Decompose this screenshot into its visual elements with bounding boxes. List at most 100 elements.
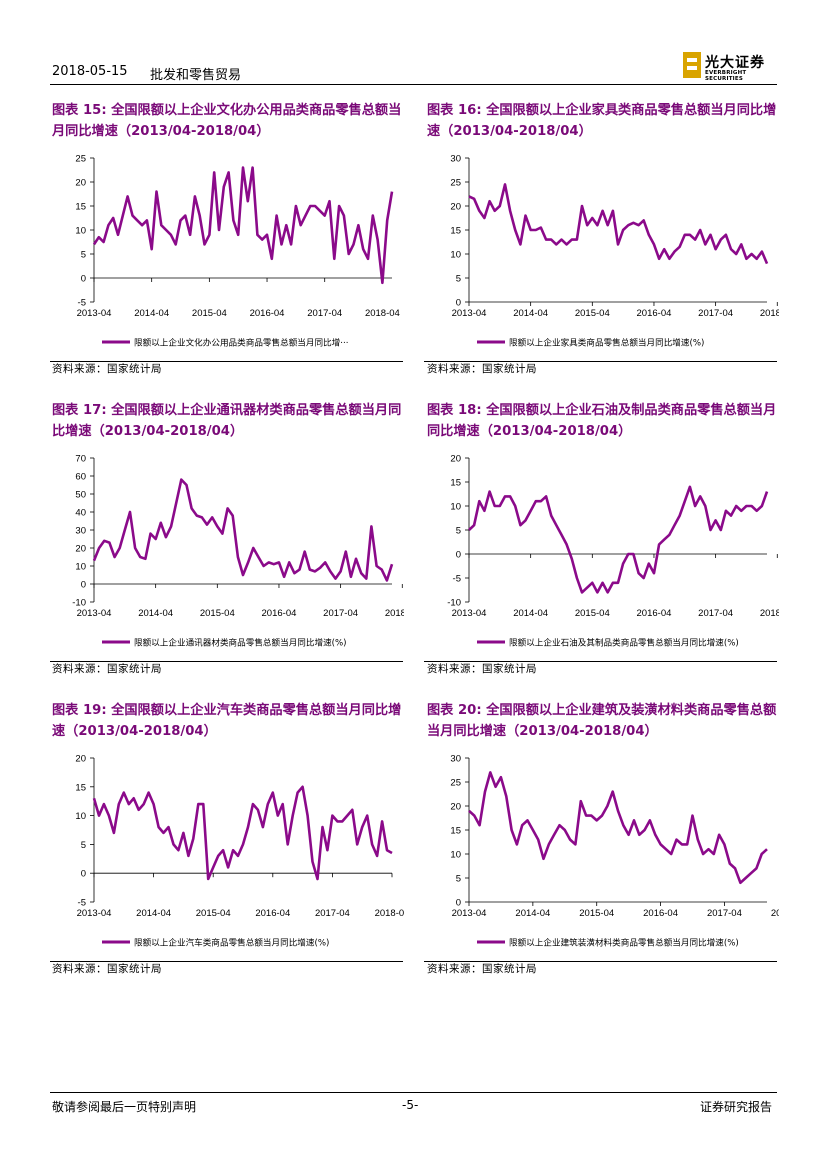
y-tick-label: 0 [456,298,461,309]
x-tick-label: 2018-04 [760,308,779,319]
legend-label: 限额以上企业汽车类商品零售总额当月同比增速(%) [134,937,329,949]
y-tick-label: 50 [75,490,86,501]
y-tick-label: 30 [450,754,461,765]
x-tick-label: 2015-04 [192,308,227,319]
y-tick-label: 25 [450,178,461,189]
x-tick-label: 2018-04 [385,608,404,619]
chart-figure-18: -10 -5 0 5 10 15 20 2013-04 2014-04 2015-04 2016-0… [427,450,779,655]
source-divider [50,961,403,962]
figure-title: 图表 19: 全国限额以上企业汽车类商品零售总额当月同比增速（2013/04-2… [52,703,402,739]
y-tick-label: 30 [450,154,461,165]
y-tick-label: 5 [456,526,461,537]
x-tick-label: 2015-04 [579,908,614,919]
y-tick-label: 20 [450,454,461,465]
footer-doc-type: 证券研究报告 [700,1100,773,1114]
y-tick-label: 0 [456,898,461,909]
y-tick-label: 20 [75,544,86,555]
y-tick-label: 15 [75,782,86,793]
logo-english-name: EVERBRIGHT SECURITIES [705,70,747,82]
y-tick-label: 60 [75,472,86,483]
logo-chinese-name: 光大证券 [705,55,765,71]
source-divider [424,661,777,662]
y-tick-label: 0 [81,869,86,880]
x-tick-label: 2017-04 [323,608,358,619]
x-tick-label: 2018-04 [771,908,779,919]
y-tick-label: 5 [81,250,86,261]
x-tick-label: 2017-04 [698,308,733,319]
x-tick-label: 2015-04 [575,308,610,319]
legend-label: 限额以上企业石油及其制品类商品零售总额当月同比增速(%) [509,637,739,649]
y-tick-label: 20 [75,754,86,765]
x-tick-label: 2014-04 [513,608,548,619]
source-divider [424,361,777,362]
figure-source: 资料来源：国家统计局 [427,363,537,375]
figure-title: 图表 17: 全国限额以上企业通讯器材类商品零售总额当月同比增速（2013/04… [52,403,402,439]
chart-svg: -5 0 5 10 15 20 2013-04 2014-04 2015-04 2016-04 20… [75,754,404,949]
x-tick-label: 2018-04 [760,608,779,619]
source-divider [424,961,777,962]
y-tick-label: -5 [453,574,461,585]
series-line [92,785,393,881]
y-tick-label: 25 [75,154,86,165]
x-tick-label: 2016-04 [637,608,672,619]
y-tick-label: 10 [450,502,461,513]
x-tick-label: 2014-04 [134,308,169,319]
y-tick-label: 5 [456,874,461,885]
series-line [92,166,394,285]
y-tick-label: 20 [450,202,461,213]
y-tick-label: 10 [75,811,86,822]
y-tick-label: 0 [81,580,86,591]
y-tick-label: 20 [75,178,86,189]
y-tick-label: -5 [78,298,86,309]
x-tick-label: 2013-04 [77,308,112,319]
figure-title: 图表 16: 全国限额以上企业家具类商品零售总额当月同比增速（2013/04-2… [427,103,777,139]
chart-svg: -10 -5 0 5 10 15 20 2013-04 2014-04 2015-04 2016-0… [447,454,779,649]
figure-source: 资料来源：国家统计局 [52,963,162,975]
x-tick-label: 2018-04 [375,908,404,919]
figure-title: 图表 15: 全国限额以上企业文化办公用品类商品零售总额当月同比增速（2013/… [52,103,402,139]
chart-figure-17: -10 0 10 20 30 40 50 60 70 2013-04 2014-04 2015-04 2… [52,450,404,655]
figure-source: 资料来源：国家统计局 [52,663,162,675]
y-tick-label: 40 [75,508,86,519]
x-tick-label: 2014-04 [136,908,171,919]
figure-title: 图表 20: 全国限额以上企业建筑及装潢材料类商品零售总额当月同比增速（2013… [427,703,777,739]
chart-svg: 0 5 10 15 20 25 30 2013-04 2014-04 2015-04 2016-04… [450,154,779,349]
y-tick-label: 15 [75,202,86,213]
x-tick-label: 2015-04 [196,908,231,919]
x-tick-label: 2018-04 [365,308,400,319]
x-tick-label: 2013-04 [452,608,487,619]
x-tick-label: 2016-04 [262,608,297,619]
y-tick-label: 10 [450,850,461,861]
y-tick-label: -5 [78,898,86,909]
series-line [468,485,769,594]
y-tick-label: 0 [81,274,86,285]
y-tick-label: -10 [447,598,461,609]
chart-svg: -5 0 5 10 15 20 25 2013-04 2014-04 2015-04 2016-04… [75,154,400,349]
x-tick-label: 2017-04 [315,908,350,919]
x-tick-label: 2015-04 [575,608,610,619]
figure-source: 资料来源：国家统计局 [52,363,162,375]
report-date: 2018-05-15 [52,64,128,79]
footer-disclaimer: 敬请参阅最后一页特别声明 [52,1100,197,1114]
x-tick-label: 2017-04 [307,308,342,319]
x-tick-label: 2014-04 [138,608,173,619]
x-tick-label: 2013-04 [452,308,487,319]
chart-figure-19: -5 0 5 10 15 20 2013-04 2014-04 2015-04 2016-04 20… [52,750,404,955]
x-tick-label: 2016-04 [250,308,285,319]
chart-svg: 0 5 10 15 20 25 30 2013-04 2014-04 2015-04 2016-04… [450,754,779,949]
logo-mark-icon [683,52,701,78]
x-tick-label: 2017-04 [698,608,733,619]
source-divider [50,361,403,362]
legend-label: 限额以上企业建筑装潢材料类商品零售总额当月同比增速(%) [509,937,739,949]
series-line [92,478,394,582]
figure-source: 资料来源：国家统计局 [427,963,537,975]
x-tick-label: 2013-04 [452,908,487,919]
source-divider [50,661,403,662]
x-tick-label: 2016-04 [255,908,290,919]
y-tick-label: -10 [72,598,86,609]
report-sector: 批发和零售贸易 [150,68,242,83]
y-tick-label: 10 [75,562,86,573]
y-tick-label: 30 [75,526,86,537]
y-tick-label: 15 [450,478,461,489]
y-tick-label: 5 [456,274,461,285]
